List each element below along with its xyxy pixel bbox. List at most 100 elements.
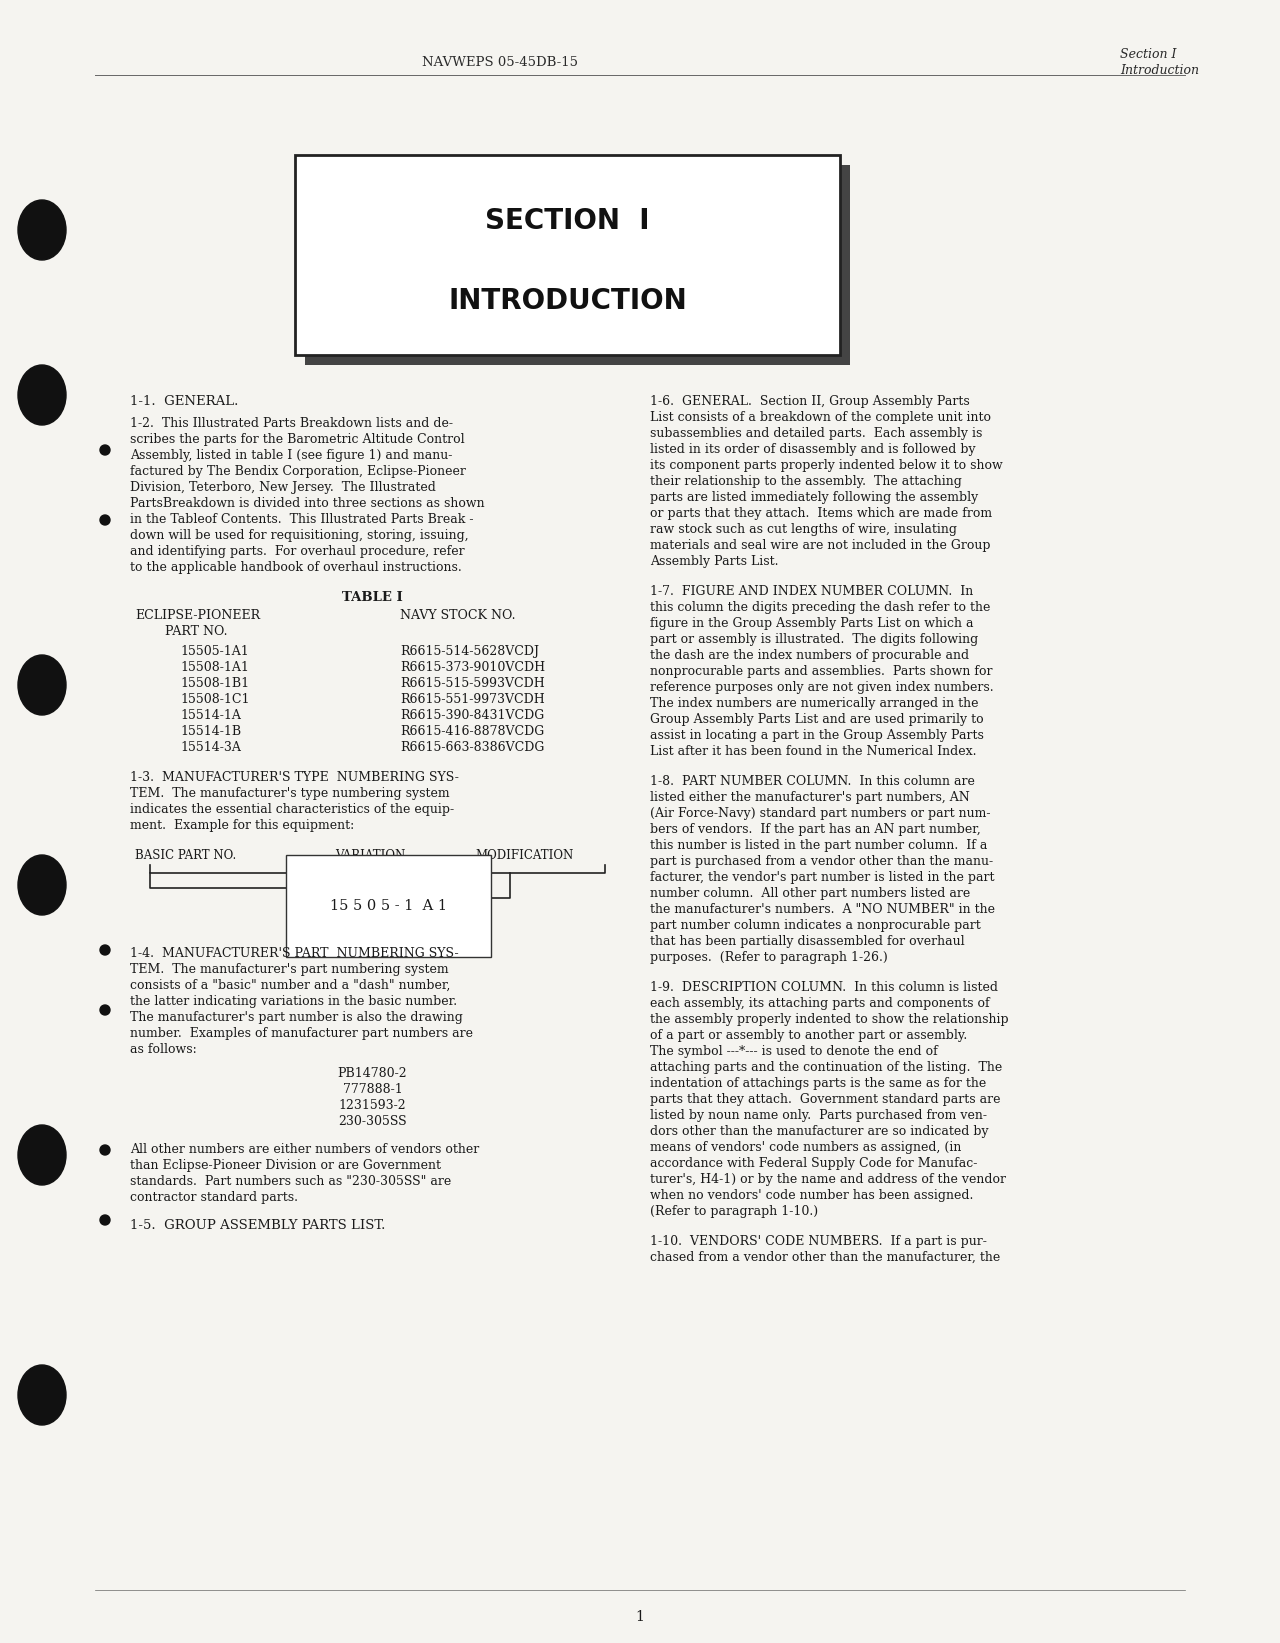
- Text: PART NO.: PART NO.: [165, 624, 228, 637]
- Text: reference purposes only are not given index numbers.: reference purposes only are not given in…: [650, 680, 993, 693]
- Text: as follows:: as follows:: [131, 1043, 197, 1056]
- Text: ment.  Example for this equipment:: ment. Example for this equipment:: [131, 818, 355, 831]
- Text: R6615-416-8878VCDG: R6615-416-8878VCDG: [399, 725, 544, 738]
- Text: indentation of attachings parts is the same as for the: indentation of attachings parts is the s…: [650, 1078, 987, 1089]
- Text: number.  Examples of manufacturer part numbers are: number. Examples of manufacturer part nu…: [131, 1027, 474, 1040]
- Text: figure in the Group Assembly Parts List on which a: figure in the Group Assembly Parts List …: [650, 618, 974, 629]
- Ellipse shape: [18, 365, 67, 426]
- Text: R6615-551-9973VCDH: R6615-551-9973VCDH: [399, 693, 545, 706]
- Text: of a part or assembly to another part or assembly.: of a part or assembly to another part or…: [650, 1029, 968, 1042]
- Text: R6615-515-5993VCDH: R6615-515-5993VCDH: [399, 677, 545, 690]
- Text: 1-6.  GENERAL.  Section II, Group Assembly Parts: 1-6. GENERAL. Section II, Group Assembly…: [650, 394, 970, 407]
- Circle shape: [100, 514, 110, 526]
- Text: 15508-1B1: 15508-1B1: [180, 677, 250, 690]
- Text: 15514-3A: 15514-3A: [180, 741, 241, 754]
- Circle shape: [100, 1216, 110, 1226]
- Text: their relationship to the assembly.  The attaching: their relationship to the assembly. The …: [650, 475, 961, 488]
- Ellipse shape: [18, 656, 67, 715]
- Text: 15514-1B: 15514-1B: [180, 725, 241, 738]
- Text: number column.  All other part numbers listed are: number column. All other part numbers li…: [650, 887, 970, 900]
- Text: (Air Force-Navy) standard part numbers or part num-: (Air Force-Navy) standard part numbers o…: [650, 807, 991, 820]
- Text: 15 5 0 5 - 1  A 1: 15 5 0 5 - 1 A 1: [330, 899, 447, 914]
- Text: PartsBreakdown is divided into three sections as shown: PartsBreakdown is divided into three sec…: [131, 496, 485, 509]
- Text: List consists of a breakdown of the complete unit into: List consists of a breakdown of the comp…: [650, 411, 991, 424]
- Text: turer's, H4-1) or by the name and address of the vendor: turer's, H4-1) or by the name and addres…: [650, 1173, 1006, 1186]
- Circle shape: [100, 945, 110, 955]
- Text: 1-7.  FIGURE AND INDEX NUMBER COLUMN.  In: 1-7. FIGURE AND INDEX NUMBER COLUMN. In: [650, 585, 973, 598]
- Text: listed by noun name only.  Parts purchased from ven-: listed by noun name only. Parts purchase…: [650, 1109, 987, 1122]
- Text: R6615-373-9010VCDH: R6615-373-9010VCDH: [399, 660, 545, 674]
- Text: the manufacturer's numbers.  A "NO NUMBER" in the: the manufacturer's numbers. A "NO NUMBER…: [650, 904, 995, 917]
- Bar: [294, 154, 840, 355]
- Circle shape: [100, 445, 110, 455]
- Text: 1-4.  MANUFACTURER'S PART  NUMBERING SYS-: 1-4. MANUFACTURER'S PART NUMBERING SYS-: [131, 946, 458, 960]
- Text: BASIC PART NO.: BASIC PART NO.: [134, 849, 237, 863]
- Text: Assembly, listed in table I (see figure 1) and manu-: Assembly, listed in table I (see figure …: [131, 449, 452, 462]
- Text: its component parts properly indented below it to show: its component parts properly indented be…: [650, 458, 1002, 472]
- Text: NAVWEPS 05-45DB-15: NAVWEPS 05-45DB-15: [422, 56, 579, 69]
- Text: raw stock such as cut lengths of wire, insulating: raw stock such as cut lengths of wire, i…: [650, 522, 957, 536]
- Text: assist in locating a part in the Group Assembly Parts: assist in locating a part in the Group A…: [650, 729, 984, 743]
- Text: 1-5.  GROUP ASSEMBLY PARTS LIST.: 1-5. GROUP ASSEMBLY PARTS LIST.: [131, 1219, 385, 1232]
- Text: All other numbers are either numbers of vendors other: All other numbers are either numbers of …: [131, 1144, 479, 1157]
- Text: part or assembly is illustrated.  The digits following: part or assembly is illustrated. The dig…: [650, 633, 978, 646]
- Text: that has been partially disassembled for overhaul: that has been partially disassembled for…: [650, 935, 965, 948]
- Text: the dash are the index numbers of procurable and: the dash are the index numbers of procur…: [650, 649, 969, 662]
- Text: listed in its order of disassembly and is followed by: listed in its order of disassembly and i…: [650, 444, 975, 457]
- Text: The symbol ---*--- is used to denote the end of: The symbol ---*--- is used to denote the…: [650, 1045, 938, 1058]
- Text: (Refer to paragraph 1-10.): (Refer to paragraph 1-10.): [650, 1204, 818, 1217]
- Text: chased from a vendor other than the manufacturer, the: chased from a vendor other than the manu…: [650, 1250, 1000, 1263]
- Ellipse shape: [18, 1365, 67, 1424]
- Text: TEM.  The manufacturer's type numbering system: TEM. The manufacturer's type numbering s…: [131, 787, 449, 800]
- Text: MODIFICATION: MODIFICATION: [475, 849, 573, 863]
- Text: to the applicable handbook of overhaul instructions.: to the applicable handbook of overhaul i…: [131, 560, 462, 573]
- Text: 777888-1: 777888-1: [343, 1083, 402, 1096]
- Text: 15508-1C1: 15508-1C1: [180, 693, 250, 706]
- Ellipse shape: [18, 200, 67, 260]
- Text: means of vendors' code numbers as assigned, (in: means of vendors' code numbers as assign…: [650, 1140, 961, 1153]
- Text: 1-2.  This Illustrated Parts Breakdown lists and de-: 1-2. This Illustrated Parts Breakdown li…: [131, 417, 453, 430]
- Text: ECLIPSE-PIONEER: ECLIPSE-PIONEER: [134, 610, 260, 623]
- Text: INTRODUCTION: INTRODUCTION: [448, 288, 687, 315]
- Text: 1: 1: [636, 1610, 644, 1623]
- Text: parts are listed immediately following the assembly: parts are listed immediately following t…: [650, 491, 978, 504]
- Text: NAVY STOCK NO.: NAVY STOCK NO.: [399, 610, 516, 623]
- Text: 1-3.  MANUFACTURER'S TYPE  NUMBERING SYS-: 1-3. MANUFACTURER'S TYPE NUMBERING SYS-: [131, 771, 458, 784]
- Text: SECTION  I: SECTION I: [485, 207, 650, 235]
- Text: bers of vendors.  If the part has an AN part number,: bers of vendors. If the part has an AN p…: [650, 823, 980, 836]
- Text: purposes.  (Refer to paragraph 1-26.): purposes. (Refer to paragraph 1-26.): [650, 951, 888, 964]
- Text: Section I: Section I: [1120, 48, 1176, 61]
- Text: 1-1.  GENERAL.: 1-1. GENERAL.: [131, 394, 238, 407]
- Text: 15514-1A: 15514-1A: [180, 710, 241, 721]
- Text: part is purchased from a vendor other than the manu-: part is purchased from a vendor other th…: [650, 854, 993, 868]
- Text: in the Tableof Contents.  This Illustrated Parts Break -: in the Tableof Contents. This Illustrate…: [131, 513, 474, 526]
- Text: PB14780-2: PB14780-2: [338, 1066, 407, 1079]
- Text: Introduction: Introduction: [1120, 64, 1199, 77]
- Text: materials and seal wire are not included in the Group: materials and seal wire are not included…: [650, 539, 991, 552]
- Text: the assembly properly indented to show the relationship: the assembly properly indented to show t…: [650, 1014, 1009, 1025]
- Text: when no vendors' code number has been assigned.: when no vendors' code number has been as…: [650, 1190, 973, 1203]
- Text: Group Assembly Parts List and are used primarily to: Group Assembly Parts List and are used p…: [650, 713, 983, 726]
- Text: dors other than the manufacturer are so indicated by: dors other than the manufacturer are so …: [650, 1125, 988, 1139]
- Text: 1-9.  DESCRIPTION COLUMN.  In this column is listed: 1-9. DESCRIPTION COLUMN. In this column …: [650, 981, 998, 994]
- Text: part number column indicates a nonprocurable part: part number column indicates a nonprocur…: [650, 918, 980, 932]
- Text: this column the digits preceding the dash refer to the: this column the digits preceding the das…: [650, 601, 991, 614]
- Text: Division, Teterboro, New Jersey.  The Illustrated: Division, Teterboro, New Jersey. The Ill…: [131, 481, 436, 495]
- Text: 230-305SS: 230-305SS: [338, 1116, 407, 1129]
- Circle shape: [100, 1006, 110, 1015]
- Text: accordance with Federal Supply Code for Manufac-: accordance with Federal Supply Code for …: [650, 1157, 978, 1170]
- Text: or parts that they attach.  Items which are made from: or parts that they attach. Items which a…: [650, 508, 992, 519]
- Text: The index numbers are numerically arranged in the: The index numbers are numerically arrang…: [650, 697, 978, 710]
- Text: The manufacturer's part number is also the drawing: The manufacturer's part number is also t…: [131, 1010, 463, 1024]
- Text: R6615-390-8431VCDG: R6615-390-8431VCDG: [399, 710, 544, 721]
- Text: than Eclipse-Pioneer Division or are Government: than Eclipse-Pioneer Division or are Gov…: [131, 1158, 442, 1171]
- Text: and identifying parts.  For overhaul procedure, refer: and identifying parts. For overhaul proc…: [131, 545, 465, 559]
- Text: 1-10.  VENDORS' CODE NUMBERS.  If a part is pur-: 1-10. VENDORS' CODE NUMBERS. If a part i…: [650, 1236, 987, 1249]
- Text: attaching parts and the continuation of the listing.  The: attaching parts and the continuation of …: [650, 1061, 1002, 1075]
- Text: scribes the parts for the Barometric Altitude Control: scribes the parts for the Barometric Alt…: [131, 434, 465, 445]
- Text: this number is listed in the part number column.  If a: this number is listed in the part number…: [650, 840, 987, 853]
- Text: listed either the manufacturer's part numbers, AN: listed either the manufacturer's part nu…: [650, 790, 970, 803]
- Text: 1231593-2: 1231593-2: [339, 1099, 406, 1112]
- Text: 15508-1A1: 15508-1A1: [180, 660, 248, 674]
- Text: VARIATION: VARIATION: [335, 849, 406, 863]
